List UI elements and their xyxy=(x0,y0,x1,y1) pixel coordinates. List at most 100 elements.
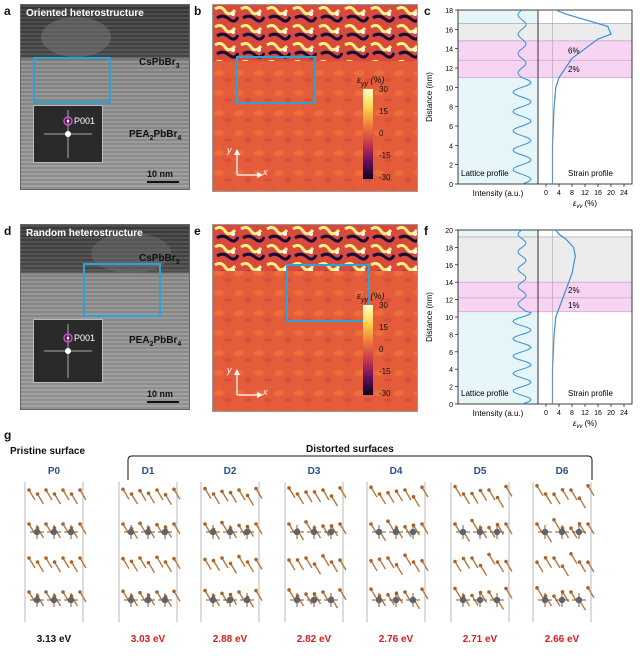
ytick-label: 8 xyxy=(449,332,453,339)
pb-atom xyxy=(493,528,501,536)
structure-label: D2 xyxy=(223,466,237,477)
ytick-label: 2 xyxy=(449,385,453,392)
atom xyxy=(535,484,539,488)
lattice-profile-line xyxy=(512,229,532,405)
pb-atom xyxy=(558,596,566,604)
atom xyxy=(44,590,48,594)
organic-chain xyxy=(221,593,229,604)
atom xyxy=(394,489,399,493)
xtick-label: 4 xyxy=(557,190,561,197)
atom xyxy=(254,522,258,526)
atom xyxy=(138,488,142,493)
pb-atom xyxy=(541,596,549,604)
organic-chain xyxy=(62,489,70,501)
atom xyxy=(338,486,342,490)
atom xyxy=(121,556,125,561)
panel-label-e: e xyxy=(194,224,201,238)
atom xyxy=(78,488,82,492)
atom xyxy=(228,561,233,566)
atom xyxy=(61,488,65,492)
ytick-label: 6 xyxy=(449,124,453,131)
atom xyxy=(138,521,142,526)
organic-chain xyxy=(36,561,45,573)
atom xyxy=(52,492,57,496)
organic-chain xyxy=(79,489,87,501)
strain-map-random: εyy (%) 30 15 0 -15 -30 y x xyxy=(212,224,418,412)
organic-chain xyxy=(378,558,387,570)
organic-chain xyxy=(479,592,488,603)
tem-tag: Random heterostructure xyxy=(26,228,143,239)
pb-atom xyxy=(575,596,583,604)
atom xyxy=(61,590,65,594)
atom xyxy=(487,552,491,557)
organic-chain xyxy=(130,493,139,505)
atom xyxy=(172,556,176,561)
organic-chain xyxy=(479,490,488,501)
atom xyxy=(470,556,474,560)
atom xyxy=(560,590,565,594)
energy-label: 3.03 eV xyxy=(130,634,166,645)
atom xyxy=(245,560,250,564)
organic-chain xyxy=(462,493,471,505)
x-axis-label-left: Intensity (a.u.) xyxy=(473,409,524,418)
pb-atom xyxy=(327,528,335,536)
organic-chain xyxy=(305,491,313,503)
atom xyxy=(163,492,168,497)
strain-band xyxy=(457,297,633,313)
organic-chain xyxy=(305,557,313,569)
pb-atom xyxy=(375,596,383,604)
organic-chain xyxy=(421,588,429,600)
organic-chain xyxy=(479,565,488,576)
xtick-label: 20 xyxy=(607,190,615,197)
atom xyxy=(312,562,317,566)
ytick-label: 8 xyxy=(449,105,453,112)
atom xyxy=(254,588,258,593)
roi-box xyxy=(33,57,111,103)
organic-chain xyxy=(330,525,339,537)
atom xyxy=(321,488,325,492)
organic-chain xyxy=(45,557,53,569)
ytick-label: 20 xyxy=(445,228,453,235)
atom xyxy=(35,492,40,496)
atom xyxy=(495,560,500,564)
energy-label: 2.71 eV xyxy=(462,634,498,645)
organic-chain xyxy=(246,561,255,573)
xtick-label: 12 xyxy=(581,410,589,417)
atom xyxy=(377,557,382,561)
organic-chain xyxy=(255,488,263,499)
pb-atom xyxy=(33,528,41,536)
pb-atom xyxy=(375,528,383,536)
atom xyxy=(138,590,142,595)
axis-x-label: x xyxy=(263,167,268,177)
ytick-label: 14 xyxy=(445,280,453,287)
scale-bar xyxy=(147,181,179,183)
atom xyxy=(129,492,134,496)
pb-atom xyxy=(575,528,583,536)
structure-model xyxy=(118,482,181,622)
atom xyxy=(338,588,342,592)
atom xyxy=(203,486,207,491)
y-axis-label: Distance (nm) xyxy=(425,292,434,342)
colorbar-title: εyy (%) xyxy=(357,75,385,88)
tem-image-oriented: Oriented heterostructure CsPbBr3 PEA2PbB… xyxy=(20,4,190,190)
atom xyxy=(504,586,508,591)
atom xyxy=(577,560,582,564)
organic-chain xyxy=(122,488,130,500)
atom xyxy=(403,590,407,594)
pb-atom xyxy=(558,528,566,536)
organic-chain xyxy=(36,493,45,505)
atom xyxy=(237,590,241,594)
atom xyxy=(52,560,57,564)
organic-chain xyxy=(544,557,553,569)
organic-chain xyxy=(471,557,479,569)
fft-label: P001 xyxy=(74,116,96,126)
organic-chain xyxy=(578,561,587,573)
strain-annotation: 2% xyxy=(568,286,580,295)
atom xyxy=(411,560,416,564)
atom xyxy=(420,587,424,591)
atom xyxy=(203,522,207,526)
organic-chain xyxy=(421,560,429,572)
organic-chain xyxy=(221,491,229,502)
structure-label: D1 xyxy=(141,466,155,477)
